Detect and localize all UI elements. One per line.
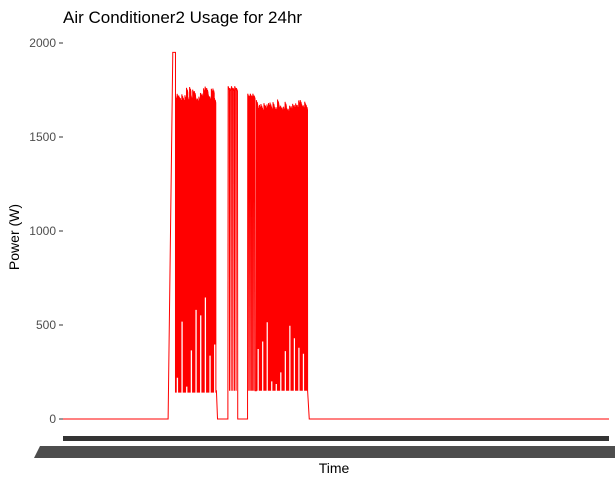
y-axis-label: Power (W) bbox=[6, 204, 22, 270]
power-series-line bbox=[63, 51, 609, 420]
y-axis: 0 500 1000 1500 2000 bbox=[29, 36, 63, 426]
x-axis-tick-label-band bbox=[63, 436, 609, 441]
y-tick-label: 500 bbox=[36, 318, 56, 332]
y-tick-label: 1000 bbox=[29, 224, 56, 238]
x-axis bbox=[34, 436, 615, 458]
y-tick-label: 0 bbox=[49, 412, 56, 426]
plot-area bbox=[63, 51, 609, 420]
x-axis-label: Time bbox=[319, 460, 350, 476]
y-tick-label: 2000 bbox=[29, 36, 56, 50]
x-axis-tick-labels-overlap bbox=[34, 446, 615, 458]
chart-title: Air Conditioner2 Usage for 24hr bbox=[63, 8, 302, 27]
y-tick-label: 1500 bbox=[29, 130, 56, 144]
